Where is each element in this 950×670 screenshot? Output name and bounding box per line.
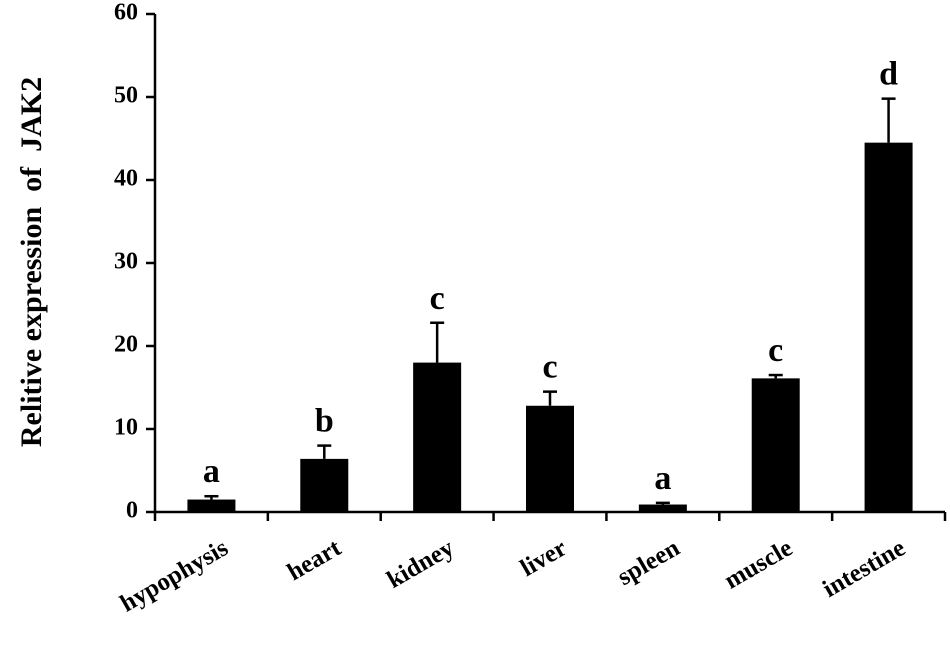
bar-liver (526, 405, 574, 512)
x-tick-label-liver: liver (516, 534, 572, 582)
bars (187, 142, 913, 512)
y-tick-label: 60 (114, 0, 138, 26)
bar-heart (300, 458, 349, 512)
bar-spleen (638, 504, 687, 512)
y-tick-label: 40 (114, 166, 138, 192)
significance-label-muscle: c (768, 332, 783, 369)
y-tick-label: 50 (114, 83, 138, 109)
y-tick-label: 20 (114, 332, 138, 358)
x-tick-label-kidney: kidney (382, 534, 459, 594)
bar-muscle (751, 378, 800, 512)
y-tick-label: 0 (126, 498, 138, 524)
y-tick-label: 10 (114, 415, 138, 441)
error-bars (204, 97, 896, 505)
x-tick-label-muscle: muscle (720, 534, 797, 594)
bar-intestine (864, 142, 913, 512)
significance-label-liver: c (542, 349, 557, 386)
x-tick-labels: hypophysis heart kidney liver spleen muscle in… (116, 534, 910, 617)
significance-label-heart: b (315, 403, 334, 440)
significance-label-hypophysis: a (203, 453, 220, 490)
significance-label-kidney: c (430, 280, 445, 317)
x-tick-label-heart: heart (283, 534, 346, 586)
significance-label-intestine: d (879, 56, 898, 93)
y-axis-title-group: Relitive expression of JAK2 (15, 77, 48, 447)
bar-kidney (413, 362, 462, 512)
x-tick-label-spleen: spleen (613, 534, 684, 591)
y-tick-label: 30 (114, 249, 138, 275)
x-tick-label-intestine: intestine (818, 534, 910, 603)
bar-hypophysis (187, 499, 236, 512)
y-ticks: 0 10 20 30 40 50 60 (114, 0, 155, 524)
significance-label-spleen: a (654, 460, 671, 497)
significance-labels: a b c c a c d (203, 56, 898, 497)
x-tick-label-hypophysis: hypophysis (116, 534, 233, 617)
y-axis-title: Relitive expression of JAK2 (15, 77, 48, 447)
